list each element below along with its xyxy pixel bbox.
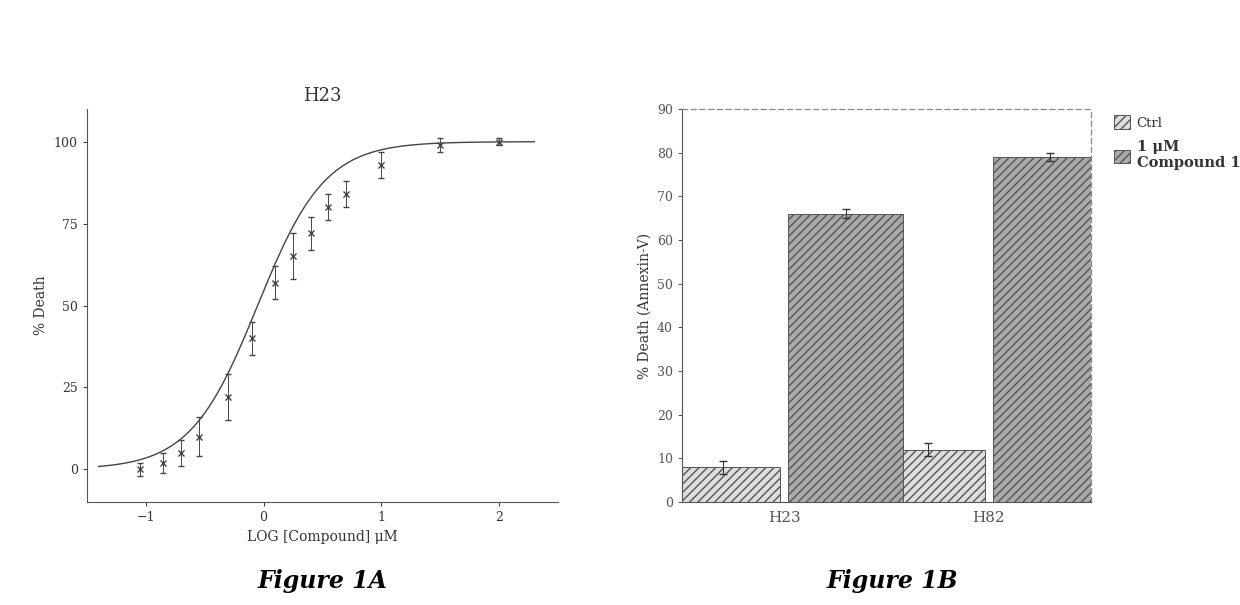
Bar <box>789 214 903 502</box>
Y-axis label: % Death (Annexin-V): % Death (Annexin-V) <box>637 232 651 379</box>
Bar <box>870 450 985 502</box>
X-axis label: LOG [Compound] μM: LOG [Compound] μM <box>247 530 398 544</box>
Legend: Ctrl, 1 μM
Compound 1: Ctrl, 1 μM Compound 1 <box>1115 116 1240 171</box>
Text: Figure 1B: Figure 1B <box>827 569 959 593</box>
Y-axis label: % Death: % Death <box>35 276 48 335</box>
Text: Figure 1A: Figure 1A <box>258 569 387 593</box>
Bar <box>993 157 1107 502</box>
Bar <box>666 467 780 502</box>
Title: H23: H23 <box>303 87 342 105</box>
